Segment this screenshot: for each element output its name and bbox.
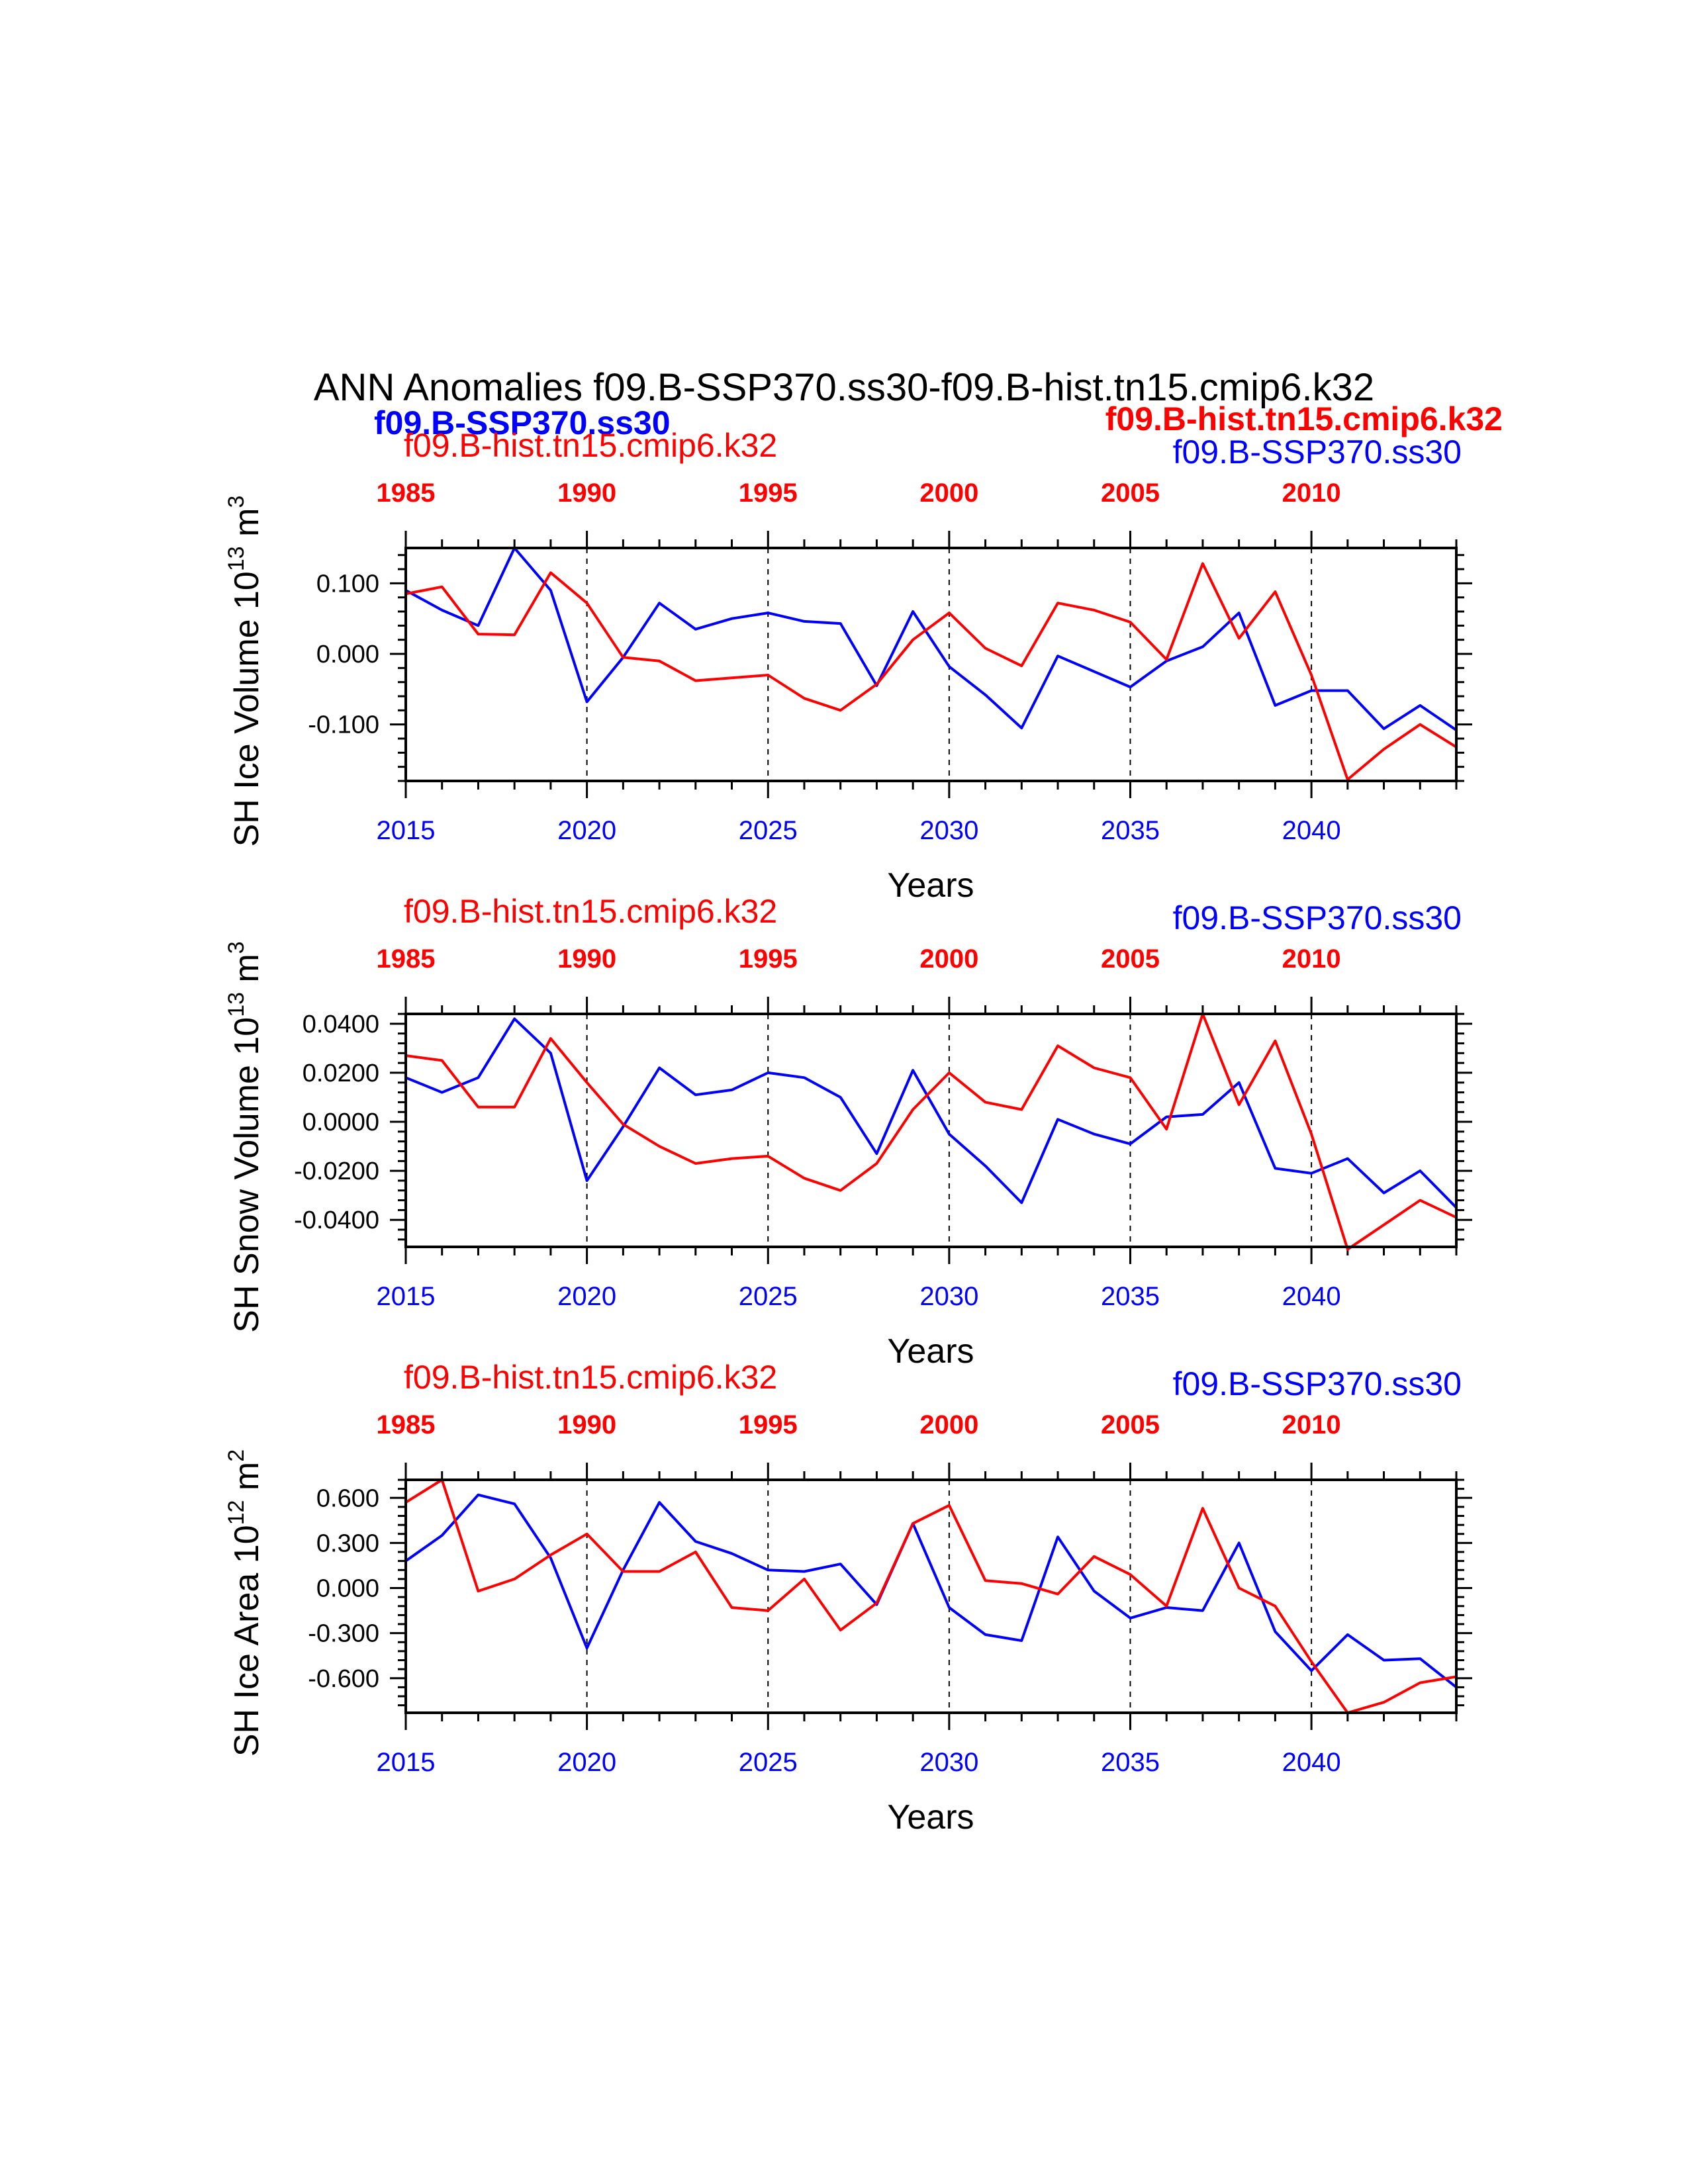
x-tick-label-bottom: 2035 xyxy=(1101,1748,1160,1777)
x-tick-label-top: 2000 xyxy=(919,1410,978,1439)
y-axis-title: SH Ice Volume 1013 m3 xyxy=(224,496,266,847)
x-tick-label-top: 1990 xyxy=(557,478,616,508)
x-tick-label-bottom: 2015 xyxy=(377,1282,436,1311)
y-axis-title: SH Snow Volume 1013 m3 xyxy=(224,941,266,1332)
x-tick-label-top: 2010 xyxy=(1282,944,1341,974)
y-axis-title: SH Ice Area 1012 m2 xyxy=(224,1449,266,1756)
top-label-case1: f09.B-SSP370.ss30 xyxy=(1173,1365,1462,1402)
x-tick-label-bottom: 2030 xyxy=(919,1282,978,1311)
y-tick-label: 0.000 xyxy=(316,1575,379,1603)
x-tick-label-top: 1985 xyxy=(377,944,436,974)
y-tick-label: -0.0200 xyxy=(294,1158,379,1185)
y-tick-label: -0.300 xyxy=(308,1620,379,1648)
series-line-case1 xyxy=(405,547,1458,731)
y-tick-label: -0.600 xyxy=(308,1665,379,1693)
top-label-case1: f09.B-SSP370.ss30 xyxy=(1173,899,1462,936)
y-tick-label: 0.300 xyxy=(316,1529,379,1557)
top-label-case2: f09.B-hist.tn15.cmip6.k32 xyxy=(404,427,777,464)
x-tick-label-bottom: 2025 xyxy=(739,1748,798,1777)
x-tick-label-bottom: 2040 xyxy=(1282,816,1341,845)
plot-frame xyxy=(404,547,1458,782)
series-line-case1 xyxy=(404,1493,1458,1688)
series-line-case1 xyxy=(405,1017,1458,1209)
x-axis-title: Years xyxy=(887,1798,974,1837)
panel-2: 0.0400 0.0200 0.0000 -0.0200 -0.0400 2015 2020… xyxy=(224,893,1472,1371)
x-tick-label-top: 1990 xyxy=(557,1410,616,1439)
x-tick-label-bottom: 2040 xyxy=(1282,1748,1341,1777)
x-axis-title: Years xyxy=(887,866,974,905)
x-tick-label-top: 2000 xyxy=(919,944,978,974)
legend-case1: f09.B-SSP370.ss30 xyxy=(374,404,671,441)
x-tick-label-top: 2010 xyxy=(1282,478,1341,508)
series-line-case2 xyxy=(405,1013,1457,1251)
x-tick-label-top: 1995 xyxy=(739,944,798,974)
legend-case2: f09.B-hist.tn15.cmip6.k32 xyxy=(1105,400,1503,437)
x-tick-label-top: 2000 xyxy=(919,478,978,508)
top-label-case2: f09.B-hist.tn15.cmip6.k32 xyxy=(404,1359,777,1396)
y-tick-label: 0.600 xyxy=(316,1484,379,1512)
y-tick-label: -0.0400 xyxy=(294,1206,379,1234)
x-tick-label-bottom: 2025 xyxy=(739,1282,798,1311)
x-tick-label-top: 1990 xyxy=(557,944,616,974)
x-tick-label-bottom: 2015 xyxy=(377,1748,436,1777)
x-axis-title: Years xyxy=(887,1332,974,1371)
x-tick-label-top: 1995 xyxy=(739,478,798,508)
plot-frame xyxy=(404,1479,1458,1714)
x-tick-label-top: 2005 xyxy=(1101,1410,1160,1439)
series-line-case2 xyxy=(404,1479,1457,1714)
figure-title: ANN Anomalies f09.B-SSP370.ss30-f09.B-hi… xyxy=(314,366,1374,409)
panel-3: 0.600 0.300 0.000 -0.300 -0.600 2015 2020 2025 2… xyxy=(224,1359,1472,1837)
y-tick-label: 0.0000 xyxy=(303,1109,379,1136)
x-tick-label-top: 1985 xyxy=(377,478,436,508)
panel-1: 0.100 0.000 -0.100 2015 2020 2025 2030 2035 2040… xyxy=(224,427,1472,905)
top-label-case2: f09.B-hist.tn15.cmip6.k32 xyxy=(404,893,777,930)
y-tick-label: -0.100 xyxy=(308,711,379,739)
y-tick-label: 0.000 xyxy=(316,641,379,668)
x-tick-label-bottom: 2015 xyxy=(377,816,436,845)
x-tick-label-bottom: 2035 xyxy=(1101,816,1160,845)
x-tick-label-top: 1985 xyxy=(377,1410,436,1439)
y-tick-label: 0.0200 xyxy=(303,1060,379,1087)
x-tick-label-bottom: 2020 xyxy=(557,1282,616,1311)
y-tick-label: 0.100 xyxy=(316,570,379,598)
x-tick-label-bottom: 2035 xyxy=(1101,1282,1160,1311)
x-tick-label-bottom: 2020 xyxy=(557,816,616,845)
x-tick-label-top: 2005 xyxy=(1101,478,1160,508)
x-tick-label-top: 1995 xyxy=(739,1410,798,1439)
x-tick-label-bottom: 2030 xyxy=(919,816,978,845)
x-tick-label-bottom: 2040 xyxy=(1282,1282,1341,1311)
x-tick-label-bottom: 2025 xyxy=(739,816,798,845)
series-line-case2 xyxy=(405,562,1458,781)
x-tick-label-top: 2005 xyxy=(1101,944,1160,974)
plot-frame xyxy=(404,1013,1458,1248)
x-tick-label-top: 2010 xyxy=(1282,1410,1341,1439)
x-tick-label-bottom: 2020 xyxy=(557,1748,616,1777)
y-tick-label: 0.0400 xyxy=(303,1011,379,1038)
x-tick-label-bottom: 2030 xyxy=(919,1748,978,1777)
top-label-case1: f09.B-SSP370.ss30 xyxy=(1173,433,1462,471)
